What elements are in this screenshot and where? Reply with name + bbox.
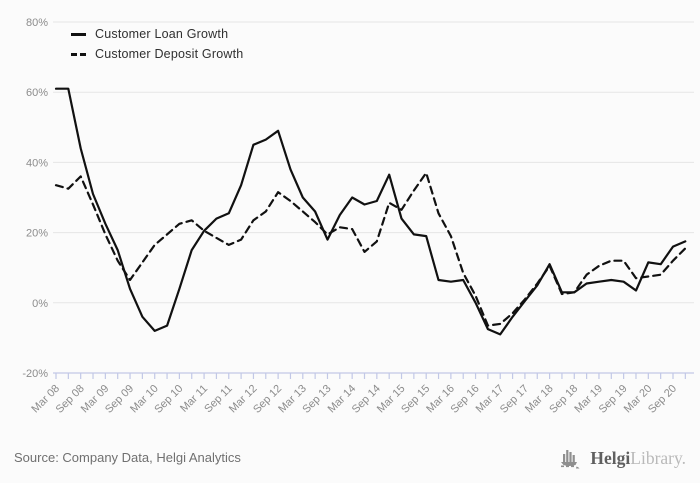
y-tick-label: 0%: [32, 298, 48, 310]
y-tick-label: -20%: [22, 368, 48, 380]
chart-legend: Customer Loan Growth Customer Deposit Gr…: [71, 27, 243, 61]
series-line-0: [54, 87, 687, 336]
legend-label-loan-growth: Customer Loan Growth: [95, 27, 229, 41]
legend-item-loan-growth: Customer Loan Growth: [71, 27, 243, 41]
helgi-ship-icon: [561, 450, 580, 469]
y-tick-label: 80%: [26, 17, 48, 29]
y-tick-label: 20%: [26, 228, 48, 240]
source-text: Source: Company Data, Helgi Analytics: [14, 450, 241, 465]
x-tick-label: Sep 20: [646, 383, 679, 416]
legend-label-deposit-growth: Customer Deposit Growth: [95, 47, 244, 61]
helgi-library-logo: HelgiLibrary.: [559, 446, 686, 470]
legend-item-deposit-growth: Customer Deposit Growth: [71, 47, 243, 61]
logo-suffix: Library.: [630, 447, 686, 468]
series-line-1: [54, 171, 687, 327]
solid-line-marker-icon: [71, 32, 86, 36]
logo-text: HelgiLibrary.: [590, 448, 686, 469]
dashed-line-marker-icon: [71, 52, 86, 56]
y-tick-label: 60%: [26, 87, 48, 99]
y-tick-label: 40%: [26, 157, 48, 169]
logo-brand: Helgi: [590, 447, 631, 468]
chart-footer: Source: Company Data, Helgi Analytics He…: [0, 444, 700, 478]
